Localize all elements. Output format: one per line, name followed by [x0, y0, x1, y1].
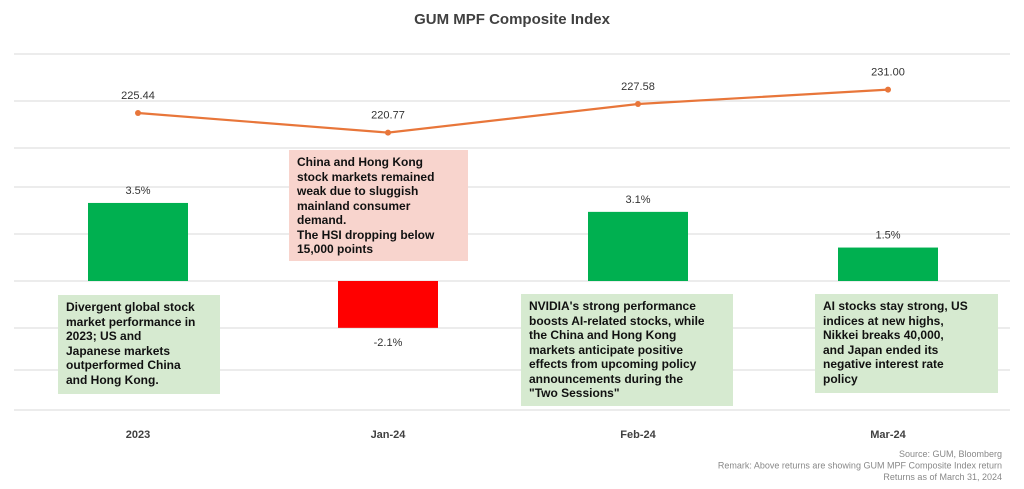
annotation-box: China and Hong Kong stock markets remain…: [289, 150, 468, 261]
line-path: [137, 88, 889, 134]
x-tick-label: 2023: [126, 429, 150, 441]
line-point: [385, 129, 391, 136]
bar-value-label: 3.1%: [625, 194, 650, 206]
footnotes: Source: GUM, Bloomberg Remark: Above retu…: [718, 449, 1002, 482]
line-point: [885, 86, 891, 93]
x-axis-ticks: 2023 Jan-24 Feb-24 Mar-24: [126, 429, 907, 441]
bar: [338, 281, 438, 328]
x-tick-label: Feb-24: [620, 429, 656, 441]
line-value-label: 220.77: [371, 110, 405, 122]
line-value-label: 225.44: [121, 90, 155, 102]
line-point: [135, 110, 141, 116]
bar-series: [88, 202, 938, 328]
bar-value-label: 3.5%: [125, 185, 150, 197]
line-point: [635, 101, 641, 108]
line-value-labels: 225.44 220.77 227.58 231.00: [121, 67, 905, 122]
footnote: Remark: Above returns are showing GUM MP…: [718, 461, 1002, 471]
footnote: Source: GUM, Bloomberg: [899, 449, 1002, 459]
bar: [838, 247, 938, 281]
chart-title: GUM MPF Composite Index: [414, 11, 611, 28]
footnote: Returns as of March 31, 2024: [883, 472, 1002, 482]
line-value-label: 227.58: [621, 81, 655, 93]
bar: [88, 202, 188, 281]
annotation-box: NVIDIA's strong performance boosts AI-re…: [521, 294, 733, 406]
bar: [588, 211, 688, 281]
x-tick-label: Jan-24: [371, 429, 407, 441]
x-tick-label: Mar-24: [870, 429, 906, 441]
bar-value-label: 1.5%: [875, 230, 900, 242]
bar-value-label: -2.1%: [374, 337, 403, 349]
bar-value-labels: 3.5% -2.1% 3.1% 1.5%: [125, 185, 900, 349]
line-series: [135, 86, 891, 136]
annotation-box: Divergent global stock market performanc…: [58, 295, 220, 394]
annotation-box: AI stocks stay strong, US indices at new…: [815, 294, 998, 393]
line-value-label: 231.00: [871, 67, 905, 79]
